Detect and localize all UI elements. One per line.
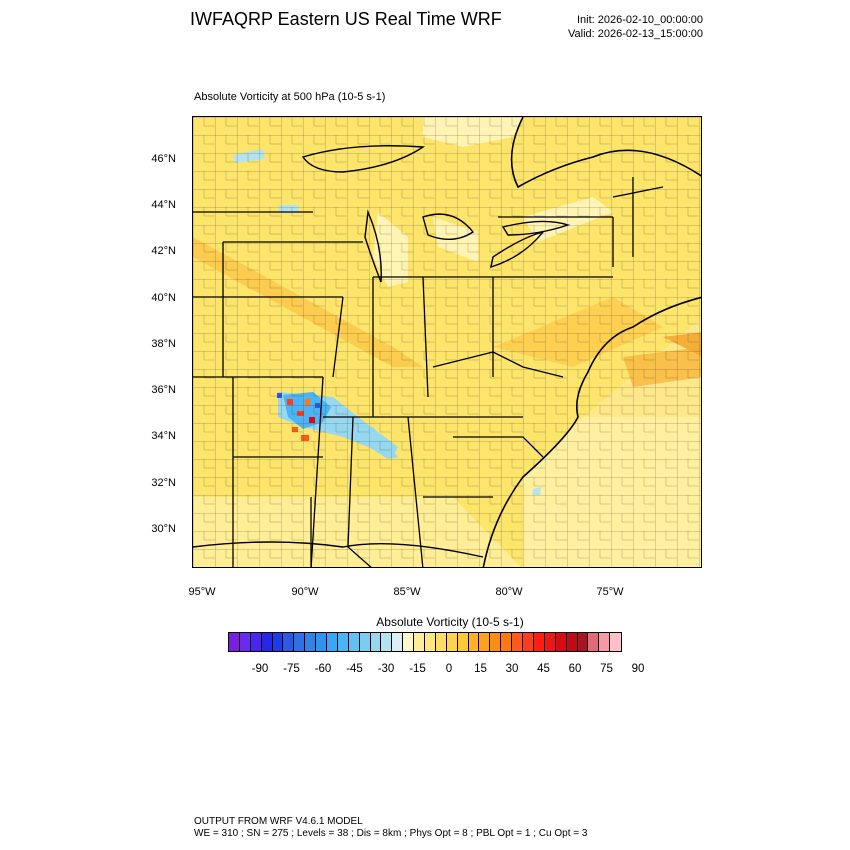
colorbar-swatch [555, 633, 567, 651]
colorbar-swatch [250, 633, 262, 651]
lon-label-95: 95°W [188, 586, 216, 598]
colorbar-tick-label: -60 [314, 663, 332, 675]
colorbar-tick-label: 45 [537, 663, 550, 675]
colorbar-swatch [327, 633, 338, 651]
vorticity-map [193, 117, 701, 567]
colorbar [228, 632, 623, 652]
colorbar-swatch [523, 633, 534, 651]
colorbar-swatch [370, 633, 382, 651]
colorbar-swatch [479, 633, 491, 651]
run-times: Init: 2026-02-10_00:00:00 Valid: 2026-02… [535, 13, 703, 41]
lon-label-90: 90°W [291, 586, 319, 598]
colorbar-tick-label: -15 [409, 663, 426, 675]
colorbar-swatch [359, 633, 371, 651]
colorbar-swatch [283, 633, 295, 651]
colorbar-swatch [261, 633, 273, 651]
colorbar-swatch [272, 633, 284, 651]
colorbar-swatch [414, 633, 426, 651]
colorbar-swatch [239, 633, 251, 651]
colorbar-swatch [403, 633, 415, 651]
lat-label-44: 44°N [151, 199, 176, 211]
lon-label-80: 80°W [495, 586, 523, 598]
colorbar-title: Absolute Vorticity (10-5 s-1) [376, 615, 524, 629]
colorbar-swatch [610, 633, 622, 651]
colorbar-swatch [533, 633, 545, 651]
field-title: Absolute Vorticity at 500 hPa (10-5 s-1) [194, 91, 386, 103]
colorbar-tick-label: 60 [568, 663, 582, 675]
lat-label-32: 32°N [151, 477, 176, 489]
map-panel[interactable] [192, 116, 702, 568]
colorbar-tick-label: -45 [346, 663, 363, 675]
model-config: WE = 310 ; SN = 275 ; Levels = 38 ; Dis … [194, 828, 588, 839]
colorbar-tick-label: 15 [474, 663, 487, 675]
colorbar-swatch [446, 633, 458, 651]
colorbar-swatch [392, 633, 404, 651]
colorbar-swatch [501, 633, 513, 651]
colorbar-swatch [381, 633, 393, 651]
colorbar-swatch [294, 633, 306, 651]
lat-label-38: 38°N [151, 338, 176, 350]
colorbar-tick-label: -75 [283, 663, 300, 675]
colorbar-swatch [577, 633, 589, 651]
colorbar-swatch [490, 633, 502, 651]
lon-label-75: 75°W [596, 586, 624, 598]
lat-label-46: 46°N [151, 153, 176, 165]
colorbar-swatch [599, 633, 611, 651]
colorbar-swatch [305, 633, 317, 651]
colorbar-swatch [588, 633, 600, 651]
init-time: Init: 2026-02-10_00:00:00 [577, 14, 703, 26]
colorbar-swatch [348, 633, 360, 651]
lat-label-34: 34°N [151, 430, 176, 442]
colorbar-swatch [566, 633, 578, 651]
colorbar-swatch [435, 633, 447, 651]
colorbar-swatch [316, 633, 328, 651]
lat-label-36: 36°N [151, 384, 176, 396]
colorbar-tick-label: 90 [631, 663, 645, 675]
colorbar-swatch [229, 633, 240, 651]
colorbar-swatch [468, 633, 480, 651]
colorbar-tick-label: 0 [445, 663, 453, 675]
colorbar-swatch [512, 633, 524, 651]
lat-label-40: 40°N [151, 292, 176, 304]
colorbar-swatch [544, 633, 556, 651]
lat-label-30: 30°N [151, 523, 176, 535]
colorbar-tick-label: -30 [377, 663, 395, 675]
valid-time: Valid: 2026-02-13_15:00:00 [568, 28, 703, 40]
colorbar-tick-label: 75 [600, 663, 613, 675]
main-title: IWFAQRP Eastern US Real Time WRF [190, 9, 502, 29]
colorbar-swatch [457, 633, 469, 651]
colorbar-swatch [425, 633, 436, 651]
lon-label-85: 85°W [393, 586, 421, 598]
lat-label-42: 42°N [151, 245, 176, 257]
model-info-footer: OUTPUT FROM WRF V4.6.1 MODEL WE = 310 ; … [194, 816, 587, 840]
colorbar-tick-label: 30 [505, 663, 519, 675]
colorbar-swatch [337, 633, 349, 651]
model-version: OUTPUT FROM WRF V4.6.1 MODEL [194, 816, 363, 827]
colorbar-tick-label: -90 [251, 663, 269, 675]
